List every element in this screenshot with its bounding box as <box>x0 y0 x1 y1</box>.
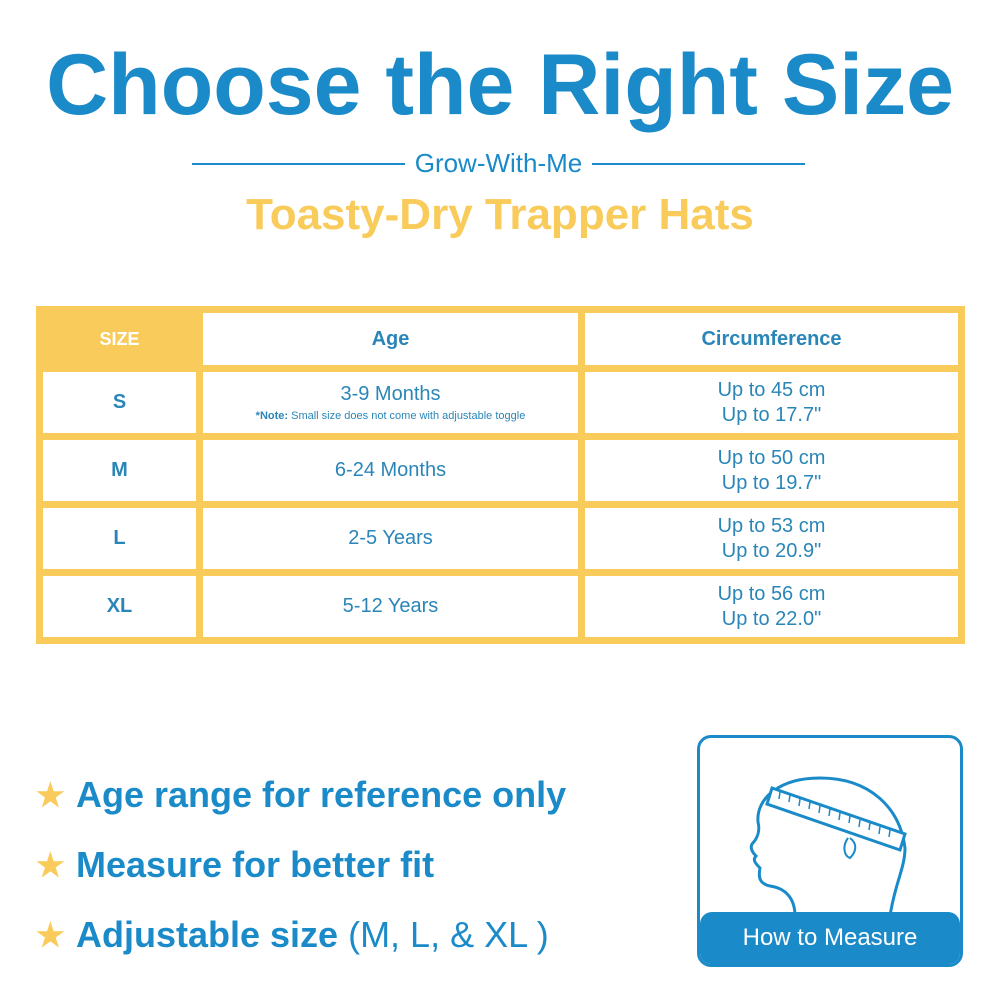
bullet-item: ★ Age range for reference only <box>36 760 566 830</box>
divider <box>592 162 805 165</box>
size-cell: S <box>43 372 196 433</box>
cm-value: Up to 53 cm <box>717 514 826 537</box>
bullet-text: Age range for reference only <box>76 774 567 815</box>
circumference-cell: Up to 45 cm Up to 17.7" <box>585 372 958 433</box>
header-size: SIZE <box>43 313 196 365</box>
bullet-list: ★ Age range for reference only ★ Measure… <box>36 760 566 970</box>
age-cell: 5-12 Years <box>203 576 578 637</box>
page-title: Choose the Right Size <box>46 37 954 133</box>
divider <box>192 162 405 165</box>
note-text: Small size does not come with adjustable… <box>291 410 526 422</box>
star-icon: ★ <box>36 777 65 813</box>
bullet-item: ★ Adjustable size (M, L, & XL ) <box>36 900 566 970</box>
how-to-measure-card: How to Measure <box>697 735 963 967</box>
inch-value: Up to 17.7" <box>721 403 822 426</box>
how-to-measure-label: How to Measure <box>700 912 960 964</box>
star-icon: ★ <box>36 917 65 953</box>
age-cell: 2-5 Years <box>203 508 578 569</box>
note-label: *Note: <box>255 410 289 422</box>
circumference-cell: Up to 53 cm Up to 20.9" <box>585 508 958 569</box>
subtitle-row: Grow-With-Me <box>192 148 805 179</box>
age-cell: 3-9 Months *Note: Small size does not co… <box>203 372 578 433</box>
cm-value: Up to 50 cm <box>717 446 826 469</box>
bullet-text: Measure for better fit <box>76 844 435 885</box>
bullet-extra: (M, L, & XL ) <box>348 914 549 955</box>
inch-value: Up to 20.9" <box>721 539 822 562</box>
circumference-cell: Up to 50 cm Up to 19.7" <box>585 440 958 501</box>
star-icon: ★ <box>36 847 65 883</box>
age-cell: 6-24 Months <box>203 440 578 501</box>
cm-value: Up to 56 cm <box>717 582 826 605</box>
bullet-item: ★ Measure for better fit <box>36 830 566 900</box>
size-cell: XL <box>43 576 196 637</box>
circumference-cell: Up to 56 cm Up to 22.0" <box>585 576 958 637</box>
size-note: *Note: Small size does not come with adj… <box>256 409 526 423</box>
header-age: Age <box>203 313 578 365</box>
cm-value: Up to 45 cm <box>717 378 826 401</box>
size-table: SIZE Age Circumference S 3-9 Months *Not… <box>36 306 965 644</box>
size-cell: M <box>43 440 196 501</box>
size-cell: L <box>43 508 196 569</box>
subtitle: Grow-With-Me <box>414 148 583 178</box>
inch-value: Up to 19.7" <box>721 471 822 494</box>
head-measuring-tape-icon <box>749 776 907 917</box>
inch-value: Up to 22.0" <box>721 607 822 630</box>
header-circumference: Circumference <box>585 313 958 365</box>
product-name: Toasty-Dry Trapper Hats <box>246 190 754 239</box>
age-value: 3-9 Months <box>340 383 441 405</box>
bullet-text: Adjustable size <box>76 914 339 955</box>
